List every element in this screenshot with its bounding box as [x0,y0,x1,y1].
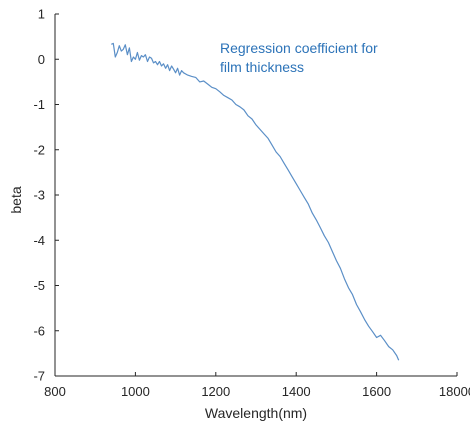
annotation-line-2: film thickness [220,59,304,75]
y-tick-label: 0 [38,52,45,67]
y-tick-label: -7 [33,369,45,384]
x-axis-title: Wavelength(nm) [205,405,307,421]
y-axis-title: beta [8,186,24,213]
x-tick-label: 1600 [362,384,391,399]
y-axis-ticks: 1 0 -1 -2 -3 -4 -5 -6 -7 [33,7,59,384]
y-tick-label: -6 [33,323,45,338]
x-tick-label: 800 [44,384,66,399]
y-tick-label: -1 [33,97,45,112]
y-tick-label: -4 [33,233,45,248]
x-tick-label: 1000 [121,384,150,399]
x-tick-label: 18000 [439,384,470,399]
series-line [111,42,400,361]
y-tick-label: 1 [38,7,45,22]
x-axis-ticks: 800 1000 1200 1400 1600 18000 [44,372,470,399]
annotation-line-1: Regression coefficient for [220,40,378,56]
x-tick-label: 1400 [282,384,311,399]
y-tick-label: -2 [33,142,45,157]
x-tick-label: 1200 [201,384,230,399]
y-tick-label: -5 [33,278,45,293]
y-tick-label: -3 [33,188,45,203]
